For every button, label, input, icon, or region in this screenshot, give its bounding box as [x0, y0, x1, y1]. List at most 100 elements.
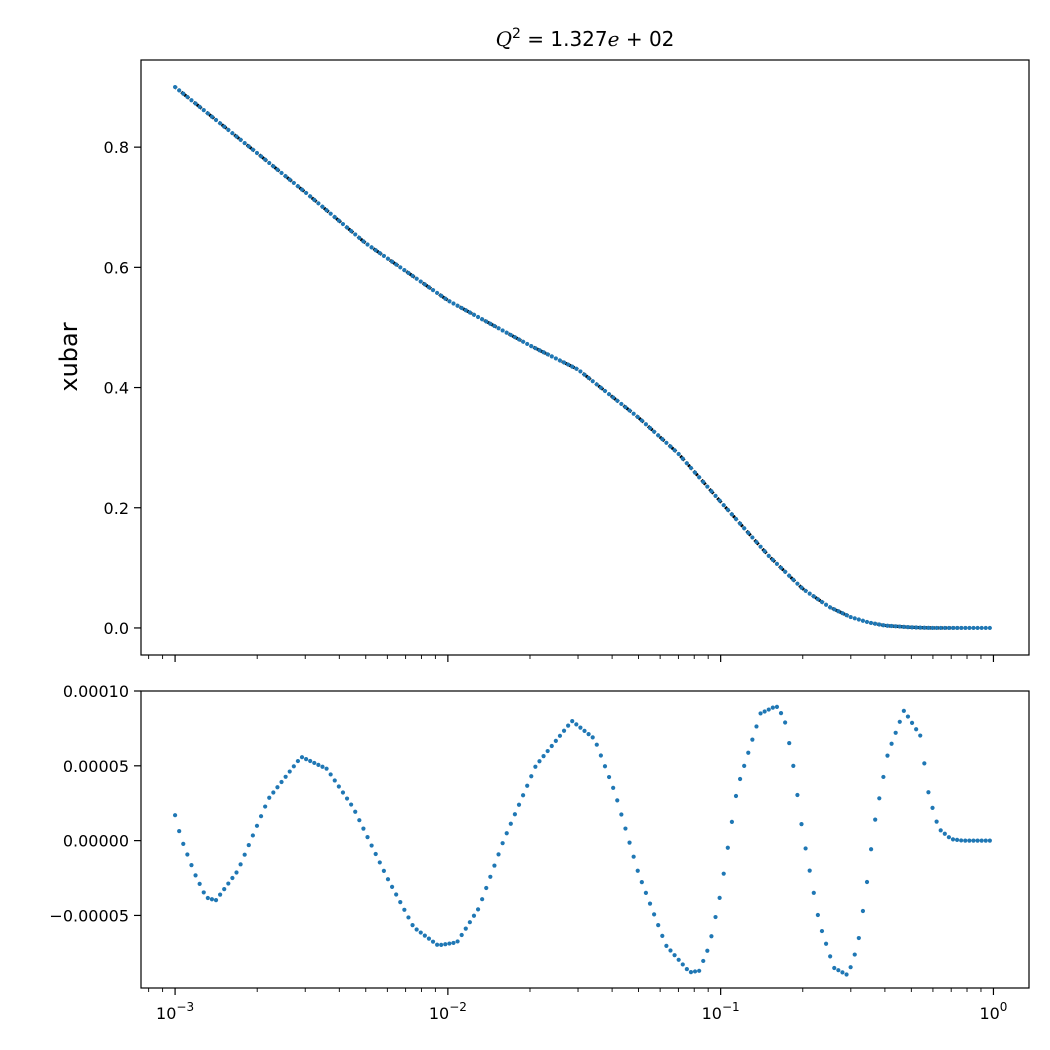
data-point: [410, 922, 415, 928]
title-eq: = 1.327: [521, 27, 608, 51]
data-point: [905, 714, 911, 719]
data-point: [496, 326, 501, 331]
y-tick-label: 0.00010: [63, 682, 129, 701]
data-point: [516, 802, 522, 807]
data-point: [635, 414, 640, 420]
data-point: [975, 838, 980, 843]
data-point: [844, 613, 849, 618]
data-point: [815, 912, 820, 918]
data-point: [746, 530, 751, 535]
data-point: [697, 475, 702, 480]
data-point: [484, 885, 489, 891]
data-point: [987, 838, 992, 843]
data-point: [963, 838, 968, 843]
data-point: [414, 927, 419, 932]
data-point: [664, 943, 669, 948]
data-point: [803, 588, 808, 593]
data-point: [373, 851, 378, 857]
data-point: [795, 792, 800, 798]
data-point: [639, 418, 644, 423]
data-point: [250, 147, 255, 152]
data-point: [594, 742, 599, 747]
data-point: [172, 84, 178, 90]
data-point: [946, 835, 952, 840]
data-point: [357, 235, 362, 240]
data-point: [946, 625, 952, 631]
data-point: [590, 379, 595, 384]
data-point: [263, 157, 268, 162]
data-point: [480, 317, 485, 322]
data-point: [181, 841, 186, 846]
data-point: [324, 208, 329, 213]
data-point: [758, 711, 763, 716]
data-point: [954, 837, 960, 843]
data-point: [336, 218, 341, 223]
data-point: [811, 594, 816, 599]
data-point: [778, 565, 784, 570]
data-point: [353, 809, 358, 814]
data-point: [647, 425, 653, 431]
data-point: [402, 907, 407, 912]
data-point: [463, 308, 468, 313]
data-point: [934, 625, 939, 631]
data-point: [181, 91, 186, 96]
data-point: [848, 965, 853, 970]
data-point: [394, 892, 399, 897]
data-point: [361, 239, 366, 244]
y-tick-label: 0.0: [104, 619, 129, 638]
data-point: [852, 952, 857, 957]
y-tick-label: 0.8: [104, 138, 129, 157]
data-point: [926, 625, 931, 630]
data-point: [512, 335, 518, 340]
data-point: [881, 623, 886, 628]
data-point: [287, 177, 292, 182]
data-point: [758, 544, 763, 549]
data-point: [209, 114, 215, 119]
data-point: [475, 314, 481, 320]
data-point: [557, 733, 563, 738]
data-point: [737, 521, 743, 526]
data-point: [193, 101, 198, 106]
data-point: [672, 953, 677, 958]
data-point: [959, 838, 964, 843]
data-point: [766, 553, 771, 558]
data-point: [627, 408, 632, 413]
data-point: [328, 211, 333, 216]
data-point: [828, 605, 833, 610]
data-point: [271, 164, 276, 169]
data-point: [492, 863, 497, 868]
data-point: [864, 879, 870, 885]
data-point: [590, 735, 595, 740]
data-point: [926, 790, 931, 795]
data-point: [930, 805, 935, 810]
data-point: [733, 793, 739, 799]
data-point: [353, 232, 358, 237]
data-point: [185, 94, 190, 100]
data-point: [938, 625, 943, 631]
data-point: [762, 549, 767, 554]
x-tick-label: 10−1: [702, 1000, 740, 1023]
data-point: [304, 190, 309, 196]
data-point: [484, 319, 489, 324]
data-point: [611, 785, 616, 790]
data-point: [750, 737, 755, 742]
data-point: [602, 388, 608, 394]
data-point: [459, 932, 464, 938]
data-point: [803, 846, 808, 851]
data-point: [574, 722, 579, 727]
data-point: [230, 131, 235, 136]
data-point: [717, 498, 722, 503]
data-point: [267, 160, 272, 166]
data-point: [692, 470, 698, 475]
data-point: [189, 863, 194, 868]
data-point: [688, 465, 694, 471]
data-point: [688, 969, 694, 975]
data-point: [185, 852, 190, 857]
data-point: [914, 625, 919, 630]
data-point: [189, 98, 194, 103]
data-point: [742, 763, 747, 768]
series-line: [174, 85, 990, 630]
data-point: [582, 372, 587, 377]
data-point: [271, 790, 276, 795]
data-point: [324, 766, 329, 771]
